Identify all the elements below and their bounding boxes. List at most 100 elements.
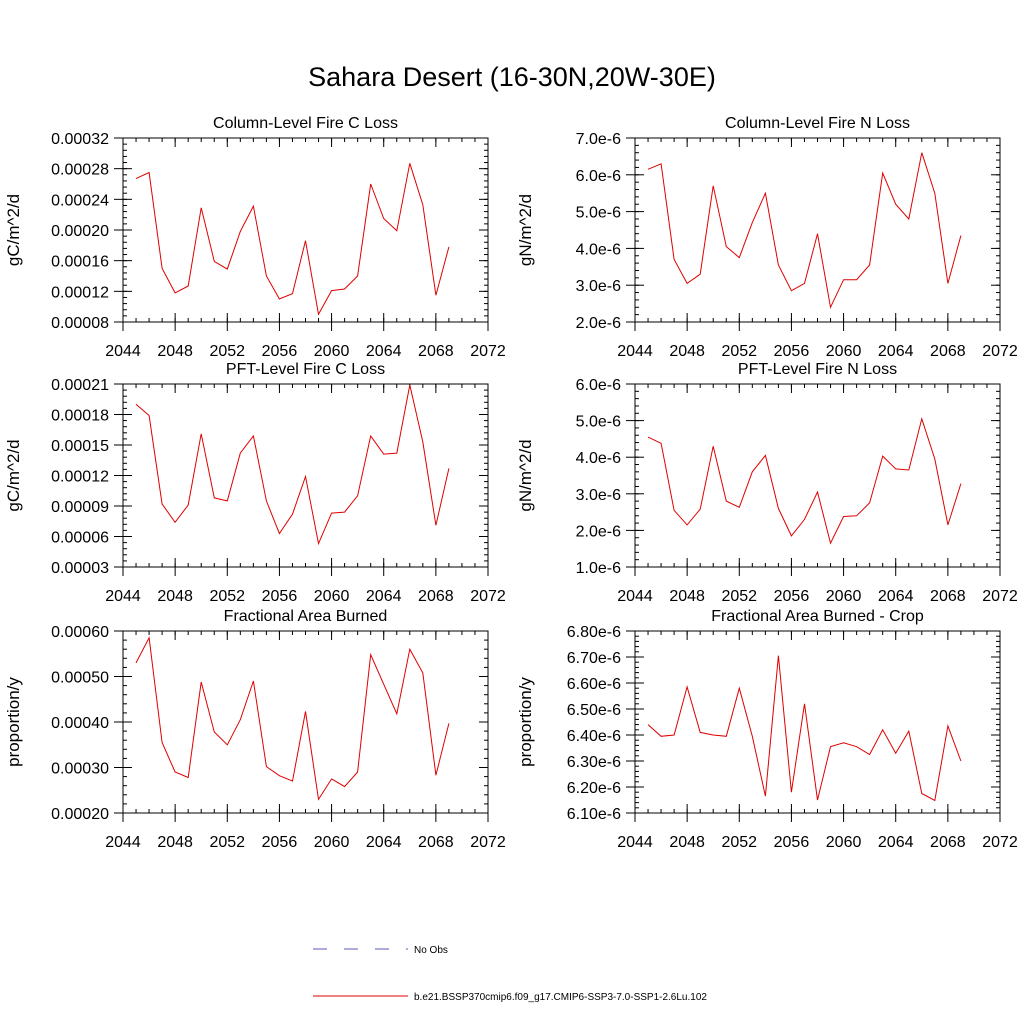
x-tick-label: 2044	[617, 588, 653, 605]
x-tick-label: 2044	[105, 588, 141, 605]
x-tick-label: 2056	[262, 588, 298, 605]
x-tick-label: 2044	[617, 343, 653, 360]
y-tick-label: 0.00012	[51, 284, 109, 301]
x-tick-label: 2060	[826, 343, 862, 360]
plot-frame	[634, 137, 1001, 323]
x-tick-label: 2048	[157, 588, 193, 605]
x-tick-label: 2056	[774, 834, 810, 851]
plot-frame	[122, 137, 489, 323]
x-tick-label: 2052	[721, 834, 757, 851]
y-tick-label: 6.20e-6	[567, 780, 621, 797]
y-tick-label: 6.0e-6	[576, 377, 621, 394]
x-tick-label: 2064	[878, 834, 914, 851]
chart-panel-1: 2044 2048 2052 2056 2060 2064 2068 2072 0.00008 0…	[4, 115, 506, 360]
y-tick-label: 2.0e-6	[576, 315, 621, 332]
x-tick-label: 2056	[774, 343, 810, 360]
x-tick-label: 2072	[470, 588, 506, 605]
x-tick-label: 2048	[157, 834, 193, 851]
y-tick-label: 5.0e-6	[576, 414, 621, 431]
y-tick-label: 0.00016	[51, 254, 109, 271]
y-axis-label: gN/m^2/d	[516, 439, 535, 511]
y-tick-label: 1.0e-6	[576, 560, 621, 577]
y-tick-label: 6.0e-6	[576, 168, 621, 185]
x-tick-label: 2064	[878, 588, 914, 605]
x-tick-label: 2068	[418, 834, 454, 851]
panel-title: Fractional Area Burned - Crop	[711, 608, 924, 625]
x-tick-label: 2068	[930, 343, 966, 360]
y-tick-label: 0.00030	[51, 761, 109, 778]
x-tick-label: 2060	[826, 588, 862, 605]
y-tick-label: 5.0e-6	[576, 205, 621, 222]
series-line	[135, 384, 450, 546]
chart-panel-5: 2044 2048 2052 2056 2060 2064 2068 2072 0.00020 0…	[4, 608, 506, 851]
x-tick-label: 2056	[774, 588, 810, 605]
series-line	[647, 416, 962, 545]
y-axis-label: proportion/y	[4, 677, 23, 767]
y-axis-label: gN/m^2/d	[516, 194, 535, 266]
x-tick-label: 2072	[982, 588, 1018, 605]
x-tick-label: 2072	[470, 343, 506, 360]
panel-title: PFT-Level Fire N Loss	[738, 361, 897, 378]
y-tick-label: 6.80e-6	[567, 624, 621, 641]
x-tick-label: 2064	[366, 588, 402, 605]
x-tick-label: 2064	[878, 343, 914, 360]
x-tick-label: 2052	[209, 343, 245, 360]
y-tick-label: 0.00020	[51, 806, 109, 823]
y-tick-label: 6.60e-6	[567, 676, 621, 693]
x-tick-label: 2060	[826, 834, 862, 851]
legend-label-no-obs: No Obs	[414, 945, 448, 956]
panel-title: PFT-Level Fire C Loss	[226, 361, 385, 378]
y-tick-label: 0.00012	[51, 469, 109, 486]
x-tick-label: 2060	[314, 343, 350, 360]
legend-label-model: b.e21.BSSP370cmip6.f09_g17.CMIP6-SSP3-7.…	[414, 992, 707, 1003]
y-axis-label: gC/m^2/d	[4, 439, 23, 511]
chart-panel-6: 2044 2048 2052 2056 2060 2064 2068 2072 6.10e-6 6…	[516, 608, 1018, 851]
y-tick-label: 2.0e-6	[576, 523, 621, 540]
y-tick-label: 0.00009	[51, 499, 109, 516]
x-tick-label: 2048	[157, 343, 193, 360]
x-tick-label: 2044	[105, 343, 141, 360]
legend: No Obs b.e21.BSSP370cmip6.f09_g17.CMIP6-…	[313, 945, 707, 1003]
x-tick-label: 2068	[418, 343, 454, 360]
x-tick-label: 2052	[209, 588, 245, 605]
y-tick-label: 7.0e-6	[576, 131, 621, 148]
y-tick-label: 4.0e-6	[576, 450, 621, 467]
x-tick-label: 2056	[262, 834, 298, 851]
y-tick-label: 3.0e-6	[576, 487, 621, 504]
y-tick-label: 0.00050	[51, 670, 109, 687]
y-tick-label: 3.0e-6	[576, 278, 621, 295]
x-tick-label: 2064	[366, 834, 402, 851]
page-title: Sahara Desert (16-30N,20W-30E)	[308, 62, 716, 92]
x-tick-label: 2044	[617, 834, 653, 851]
y-tick-label: 0.00006	[51, 530, 109, 547]
y-tick-label: 0.00032	[51, 131, 109, 148]
y-tick-label: 0.00021	[51, 377, 109, 394]
series-line	[135, 636, 450, 801]
x-tick-label: 2056	[262, 343, 298, 360]
y-tick-label: 0.00008	[51, 315, 109, 332]
chart-panel-4: 2044 2048 2052 2056 2060 2064 2068 2072 1.0e-6 2.…	[516, 361, 1018, 605]
x-tick-label: 2044	[105, 834, 141, 851]
series-line	[647, 655, 962, 802]
panel-title: Column-Level Fire N Loss	[725, 115, 910, 132]
x-tick-label: 2052	[721, 343, 757, 360]
y-tick-label: 0.00020	[51, 223, 109, 240]
y-tick-label: 0.00003	[51, 560, 109, 577]
plot-frame	[634, 630, 1001, 814]
x-tick-label: 2052	[209, 834, 245, 851]
x-tick-label: 2048	[669, 343, 705, 360]
y-axis-label: gC/m^2/d	[4, 194, 23, 266]
x-tick-label: 2068	[418, 588, 454, 605]
y-tick-label: 6.50e-6	[567, 702, 621, 719]
x-tick-label: 2052	[721, 588, 757, 605]
chart-panel-2: 2044 2048 2052 2056 2060 2064 2068 2072 2.0e-6 3.…	[516, 115, 1018, 360]
y-tick-label: 6.40e-6	[567, 728, 621, 745]
y-axis-label: proportion/y	[516, 677, 535, 767]
x-tick-label: 2060	[314, 588, 350, 605]
y-tick-label: 6.30e-6	[567, 754, 621, 771]
plot-frame	[122, 630, 489, 814]
y-tick-label: 0.00015	[51, 438, 109, 455]
panels: 2044 2048 2052 2056 2060 2064 2068 2072 0.00008 0…	[4, 115, 1018, 851]
y-tick-label: 0.00024	[51, 192, 109, 209]
plot-frame	[634, 383, 1001, 568]
